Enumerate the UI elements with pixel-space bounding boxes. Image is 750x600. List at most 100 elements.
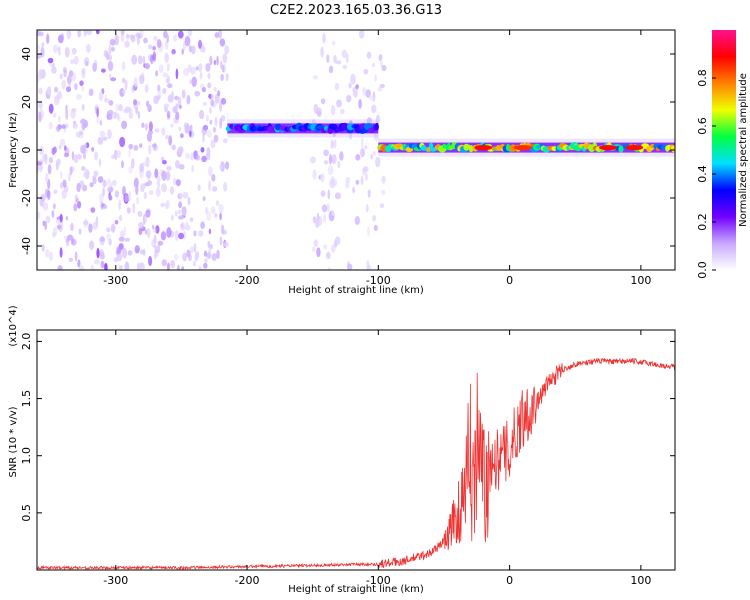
spectrogram-noise-cell	[56, 125, 61, 132]
spectrogram-noise-cell	[163, 30, 168, 39]
spectrogram-noise-cell	[114, 219, 119, 225]
spectrogram-noise-cell	[59, 213, 63, 223]
spectrogram-noise-cell	[96, 30, 100, 35]
spectrogram-noise-cell	[330, 139, 334, 149]
spectrogram-noise-cell	[166, 199, 170, 209]
spectrogram-noise-cell	[135, 184, 139, 196]
spectrogram-noise-cell	[137, 210, 143, 217]
spectrogram-noise-cell	[114, 34, 119, 46]
spectrogram-noise-cell	[78, 228, 82, 235]
spectrogram-noise-cell	[48, 103, 54, 114]
spectrogram-noise-cell	[109, 38, 116, 46]
spectrogram-noise-cell	[189, 124, 193, 132]
spectrogram-noise-cell	[371, 62, 375, 67]
spectrogram-noise-cell	[354, 216, 360, 225]
spectrogram-noise-cell	[81, 103, 85, 111]
x-tick-label: 100	[630, 274, 651, 287]
spectrogram-noise-cell	[190, 66, 196, 76]
spectrogram-noise-cell	[40, 193, 46, 202]
spectrogram-noise-cell	[212, 186, 218, 192]
spectrogram-noise-cell	[175, 179, 181, 187]
spectrogram-noise-cell	[331, 154, 337, 165]
spectrogram-noise-cell	[200, 221, 206, 229]
spectrogram-noise-cell	[106, 233, 111, 241]
spectrogram-noise-cell	[47, 57, 54, 64]
spectrogram-noise-cell	[38, 87, 43, 95]
spectrogram-noise-cell	[104, 262, 108, 270]
spectrogram-noise-cell	[174, 253, 179, 261]
spectrogram-noise-cell	[84, 57, 90, 67]
spectrogram-noise-cell	[53, 203, 56, 210]
spectrogram-noise-cell	[96, 107, 99, 118]
colorbar: 0.0 0.2 0.4 0.6 0.8 Normalized spectral ampl…	[696, 30, 749, 279]
spectrogram-noise-cell	[131, 54, 138, 65]
spectrogram-noise-cell	[37, 75, 40, 83]
spectrogram-noise-cell	[124, 193, 129, 203]
spectrogram-noise-cell	[96, 248, 100, 259]
spectrogram-noise-cell	[189, 79, 193, 85]
spectrogram-noise-cell	[166, 34, 169, 43]
spectrogram-noise-cell	[157, 179, 161, 189]
spectrogram-noise-cell	[352, 186, 355, 194]
spectrogram-noise-cell	[348, 82, 352, 89]
spectrogram-noise-cell	[339, 108, 345, 115]
spectrogram-noise-cell	[190, 246, 194, 254]
spectrogram-noise-cell	[153, 142, 157, 150]
x-tick-label: -200	[235, 574, 260, 587]
spectrogram-noise-cell	[158, 64, 164, 73]
spectrogram-noise-cell	[378, 86, 383, 92]
spectrogram-noise-cell	[133, 145, 139, 151]
spectrogram-noise-cell	[59, 182, 64, 189]
spectrogram-noise-cell	[41, 243, 45, 252]
spectrogram-noise-cell	[52, 227, 58, 237]
spectrogram-noise-cell	[114, 149, 118, 161]
spectrogram-noise-cell	[133, 99, 138, 106]
spectrogram-ridge-peak	[625, 145, 644, 151]
spectrogram-noise-cell	[121, 61, 126, 71]
spectrogram-noise-cell	[166, 110, 171, 119]
spectrogram-noise-cell	[113, 257, 119, 263]
spectrogram-noise-cell	[80, 144, 86, 154]
spectrogram-noise-cell	[213, 134, 219, 143]
spectrogram-noise-cell	[108, 73, 112, 79]
spectrogram-noise-cell	[379, 203, 385, 209]
spectrogram-noise-cell	[161, 183, 167, 193]
spectrogram-noise-cell	[353, 89, 358, 98]
y-tick-label: -40	[20, 237, 33, 255]
spectrogram-noise-cell	[105, 51, 110, 60]
spectrogram-noise-cell	[320, 173, 325, 183]
spectrogram-noise-cell	[191, 45, 196, 55]
spectrogram-noise-cell	[118, 214, 123, 222]
colorbar-tick-label: 0.2	[696, 213, 709, 231]
snr-x-label: Height of straight line (km)	[288, 584, 424, 595]
spectrogram-noise-cell	[172, 144, 176, 151]
figure-title: C2E2.2023.165.03.36.G13	[270, 3, 442, 18]
spectrogram-noise-cell	[124, 40, 130, 48]
spectrogram-noise-cell	[98, 91, 104, 101]
spectrogram-noise-cell	[198, 39, 202, 49]
spectrogram-noise-cell	[70, 238, 77, 246]
spectrogram-noise-cell	[206, 114, 209, 123]
spectrogram-noise-cell	[201, 86, 206, 93]
spectrogram-noise-cell	[65, 104, 68, 113]
spectrogram-noise-cell	[224, 44, 228, 55]
spectrogram-noise-cell	[99, 130, 106, 137]
spectrogram-noise-cell	[316, 247, 321, 258]
colorbar-gradient	[712, 30, 736, 270]
spectrogram-noise-cell	[360, 175, 364, 186]
spectrogram-noise-cell	[59, 73, 63, 80]
spectrogram-noise-cell	[166, 165, 172, 171]
spectrogram-noise-cell	[93, 151, 99, 161]
spectrogram-noise-cell	[190, 152, 194, 161]
spectrogram-noise-cell	[122, 247, 127, 259]
spectrogram-noise-cell	[102, 187, 105, 197]
spectrogram-noise-cell	[76, 182, 81, 193]
spectrogram-noise-cell	[189, 130, 192, 137]
spectrogram-noise-cell	[355, 84, 359, 90]
spectrogram-noise-cell	[57, 51, 62, 56]
spectrogram-noise-cell	[137, 55, 143, 65]
spectrogram-noise-cell	[205, 63, 211, 72]
x-tick-label: -200	[235, 274, 260, 287]
spectrogram-noise-cell	[202, 196, 206, 202]
